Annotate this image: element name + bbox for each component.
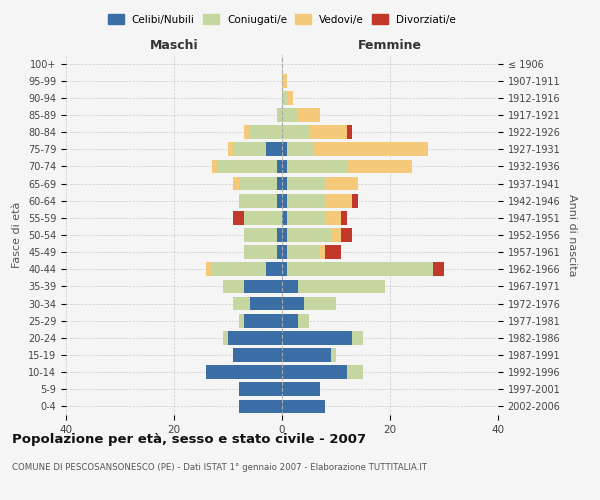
Bar	[233, 296, 250, 310]
Bar	[282, 296, 304, 310]
Bar	[282, 246, 287, 259]
Bar	[244, 246, 277, 259]
Bar	[325, 211, 341, 224]
Bar	[314, 142, 428, 156]
Bar	[341, 228, 352, 242]
Legend: Celibi/Nubili, Coniugati/e, Vedovi/e, Divorziati/e: Celibi/Nubili, Coniugati/e, Vedovi/e, Di…	[104, 10, 460, 29]
Bar	[282, 108, 298, 122]
Bar	[206, 262, 212, 276]
Bar	[287, 228, 331, 242]
Bar	[233, 176, 239, 190]
Bar	[298, 314, 309, 328]
Bar	[233, 211, 244, 224]
Bar	[325, 176, 358, 190]
Bar	[347, 126, 352, 139]
Bar	[233, 142, 266, 156]
Bar	[239, 400, 282, 413]
Text: Popolazione per età, sesso e stato civile - 2007: Popolazione per età, sesso e stato civil…	[12, 432, 366, 446]
Bar	[287, 262, 433, 276]
Bar	[233, 348, 282, 362]
Bar	[282, 382, 320, 396]
Bar	[433, 262, 444, 276]
Bar	[282, 228, 287, 242]
Bar	[266, 142, 282, 156]
Bar	[277, 108, 282, 122]
Bar	[239, 382, 282, 396]
Bar	[287, 194, 325, 207]
Bar	[277, 160, 282, 173]
Bar	[244, 211, 282, 224]
Bar	[212, 160, 217, 173]
Bar	[282, 74, 287, 88]
Bar	[287, 91, 293, 104]
Bar	[282, 91, 287, 104]
Bar	[228, 142, 233, 156]
Bar	[331, 228, 341, 242]
Bar	[244, 126, 250, 139]
Bar	[347, 366, 363, 379]
Bar	[212, 262, 266, 276]
Bar	[223, 280, 244, 293]
Bar	[325, 194, 352, 207]
Bar	[206, 366, 282, 379]
Bar	[277, 246, 282, 259]
Bar	[223, 331, 228, 344]
Bar	[282, 314, 298, 328]
Bar	[287, 246, 320, 259]
Text: COMUNE DI PESCOSANSONESCO (PE) - Dati ISTAT 1° gennaio 2007 - Elaborazione TUTTI: COMUNE DI PESCOSANSONESCO (PE) - Dati IS…	[12, 463, 427, 472]
Bar	[239, 176, 277, 190]
Bar	[287, 160, 347, 173]
Bar	[244, 228, 277, 242]
Bar	[282, 176, 287, 190]
Y-axis label: Fasce di età: Fasce di età	[13, 202, 22, 268]
Bar	[282, 331, 352, 344]
Bar	[277, 194, 282, 207]
Bar	[309, 126, 347, 139]
Bar	[282, 348, 331, 362]
Bar	[304, 296, 336, 310]
Bar	[217, 160, 277, 173]
Bar	[282, 160, 287, 173]
Bar	[282, 262, 287, 276]
Bar	[239, 314, 244, 328]
Bar	[282, 194, 287, 207]
Text: Maschi: Maschi	[149, 38, 199, 52]
Bar	[282, 366, 347, 379]
Bar	[298, 280, 385, 293]
Bar	[244, 314, 282, 328]
Bar	[352, 194, 358, 207]
Bar	[244, 280, 282, 293]
Bar	[347, 160, 412, 173]
Bar	[352, 331, 363, 344]
Bar	[298, 108, 320, 122]
Bar	[325, 246, 341, 259]
Bar	[282, 211, 287, 224]
Bar	[282, 400, 325, 413]
Bar	[266, 262, 282, 276]
Bar	[282, 142, 287, 156]
Bar	[287, 142, 314, 156]
Y-axis label: Anni di nascita: Anni di nascita	[567, 194, 577, 276]
Bar	[250, 126, 282, 139]
Bar	[282, 126, 309, 139]
Bar	[228, 331, 282, 344]
Bar	[277, 176, 282, 190]
Bar	[277, 228, 282, 242]
Bar	[287, 211, 325, 224]
Bar	[250, 296, 282, 310]
Bar	[282, 280, 298, 293]
Text: Femmine: Femmine	[358, 38, 422, 52]
Bar	[331, 348, 336, 362]
Bar	[320, 246, 325, 259]
Bar	[239, 194, 277, 207]
Bar	[341, 211, 347, 224]
Bar	[287, 176, 325, 190]
